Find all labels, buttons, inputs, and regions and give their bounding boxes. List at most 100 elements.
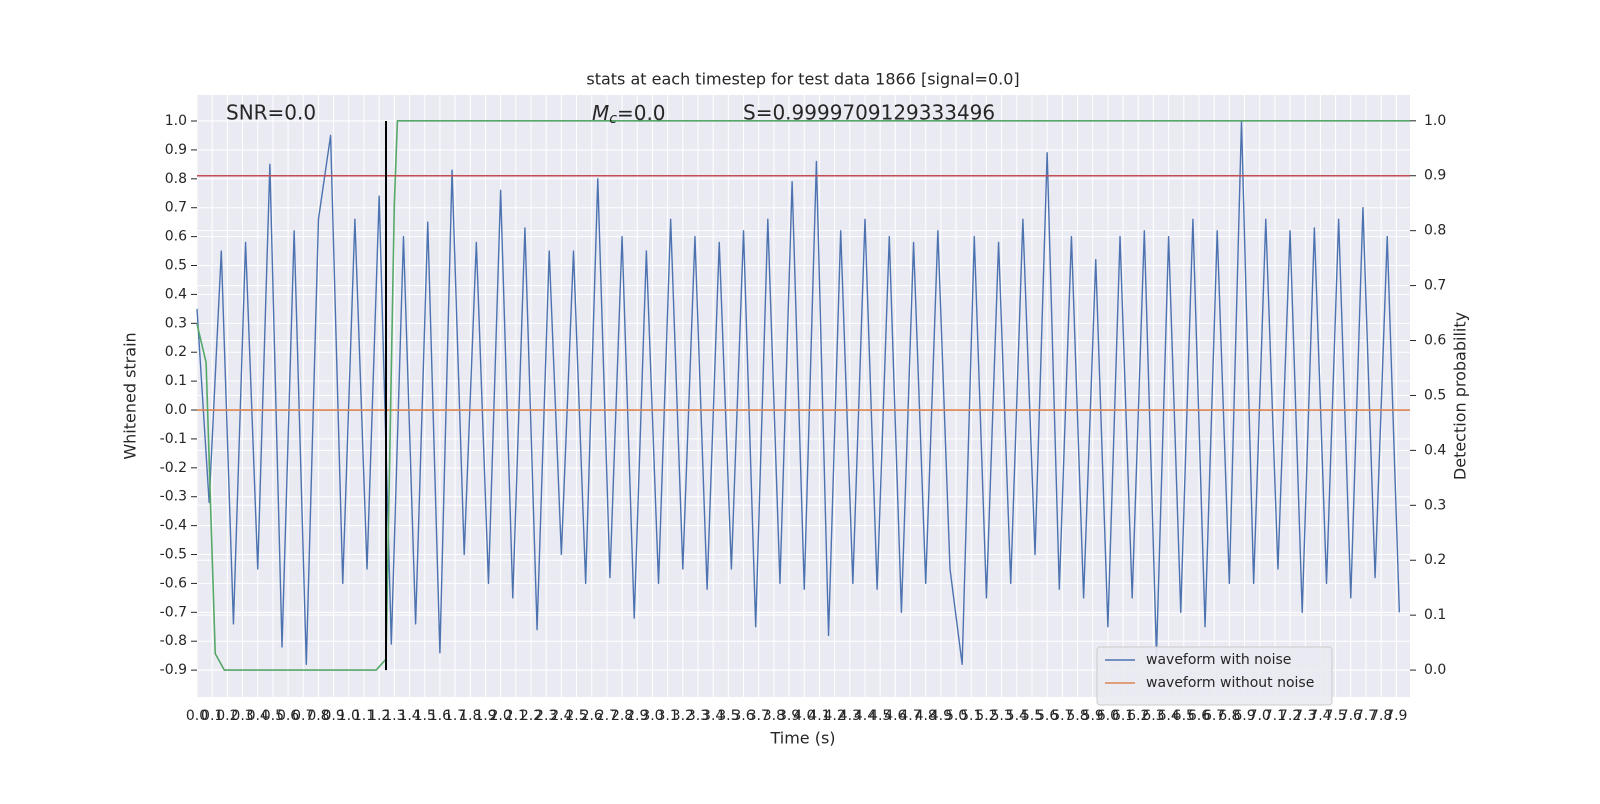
x-tick-label: 3.7 (748, 708, 770, 724)
x-tick-label: 2.0 (489, 708, 511, 724)
x-tick-label: 5.7 (1051, 708, 1073, 724)
x-tick-label: 3.4 (702, 708, 724, 724)
mc-text: =0.0 (617, 101, 666, 125)
legend-box (1096, 646, 1333, 706)
x-tick-label: 4.4 (854, 708, 876, 724)
x-tick-label: 6.9 (1233, 708, 1255, 724)
mc-symbol: M (592, 101, 609, 125)
x-tick-label: 5.0 (945, 708, 967, 724)
x-tick-label: 0.6 (277, 708, 299, 724)
y-tick-label: -0.7 (160, 604, 187, 620)
x-tick-label: 1.7 (444, 708, 466, 724)
x-tick-label: 5.5 (1021, 708, 1043, 724)
x-tick-label: 3.8 (763, 708, 785, 724)
x-tick-label: 1.0 (338, 708, 360, 724)
x-tick-label: 1.8 (459, 708, 481, 724)
x-tick-label: 4.3 (839, 708, 861, 724)
y-tick-label: 0.7 (165, 200, 187, 216)
x-tick-label: 6.4 (1157, 708, 1179, 724)
y-tick-label: -0.5 (160, 547, 187, 563)
y2-tick-label: 0.2 (1424, 552, 1446, 568)
x-tick-label: 2.7 (596, 708, 618, 724)
y-tick-label: 0.1 (165, 373, 187, 389)
x-tick-label: 6.6 (1188, 708, 1210, 724)
x-tick-label: 2.6 (581, 708, 603, 724)
y2-axis-label: Detection probability (1451, 312, 1470, 480)
y2-tick-label: 0.4 (1424, 442, 1446, 458)
x-tick-label: 3.6 (732, 708, 754, 724)
x-tick-label: 2.5 (565, 708, 587, 724)
y-tick-label: 0.9 (165, 142, 187, 158)
x-tick-label: 5.9 (1082, 708, 1104, 724)
x-tick-label: 3.1 (656, 708, 678, 724)
y2-tick-label: 0.6 (1424, 333, 1446, 349)
x-tick-label: 5.8 (1066, 708, 1088, 724)
x-tick-label: 4.1 (808, 708, 830, 724)
x-tick-label: 4.7 (899, 708, 921, 724)
x-tick-label: 1.1 (353, 708, 375, 724)
x-tick-label: 3.2 (672, 708, 694, 724)
x-tick-label: 6.0 (1097, 708, 1119, 724)
y-tick-label: 0.0 (165, 402, 187, 418)
y-tick-label: -0.4 (160, 518, 187, 534)
x-tick-label: 5.6 (1036, 708, 1058, 724)
x-tick-label: 0.0 (186, 708, 208, 724)
y2-tick-label: 0.0 (1424, 662, 1446, 678)
x-tick-label: 2.1 (505, 708, 527, 724)
x-tick-label: 6.1 (1112, 708, 1134, 724)
x-tick-label: 0.9 (323, 708, 345, 724)
x-tick-label: 4.5 (869, 708, 891, 724)
y-tick-label: 0.2 (165, 344, 187, 360)
x-tick-label: 4.8 (915, 708, 937, 724)
y-tick-label: -0.3 (160, 489, 187, 505)
x-tick-label: 6.8 (1218, 708, 1240, 724)
y-tick-label: 0.5 (165, 258, 187, 274)
x-tick-label: 1.3 (383, 708, 405, 724)
x-tick-label: 0.8 (307, 708, 329, 724)
x-tick-label: 1.6 (429, 708, 451, 724)
chart-title: stats at each timestep for test data 186… (586, 70, 1019, 89)
x-tick-label: 4.2 (823, 708, 845, 724)
y-tick-label: -0.8 (160, 633, 187, 649)
y2-tick-label: 1.0 (1424, 113, 1446, 129)
x-tick-label: 3.9 (778, 708, 800, 724)
series-line (196, 120, 1410, 671)
y-tick-label: 0.4 (165, 286, 187, 302)
x-tick-label: 3.5 (717, 708, 739, 724)
y-tick-label: 0.6 (165, 229, 187, 245)
x-tick-label: 2.3 (535, 708, 557, 724)
x-tick-label: 7.3 (1294, 708, 1316, 724)
x-tick-label: 2.2 (520, 708, 542, 724)
legend-label: waveform without noise (1146, 675, 1314, 691)
snr-annotation: SNR=0.0 (226, 101, 316, 125)
y2-tick-label: 0.7 (1424, 278, 1446, 294)
x-tick-label: 0.1 (201, 708, 223, 724)
legend-label: waveform with noise (1146, 652, 1291, 668)
y-tick-label: 0.3 (165, 315, 187, 331)
x-tick-label: 5.3 (990, 708, 1012, 724)
x-axis-label: Time (s) (769, 729, 835, 748)
grid (196, 95, 1410, 697)
series-line (196, 120, 1401, 666)
x-tick-label: 4.0 (793, 708, 815, 724)
x-tick-label: 1.9 (474, 708, 496, 724)
x-tick-label: 7.4 (1309, 708, 1331, 724)
x-tick-label: 6.7 (1203, 708, 1225, 724)
x-tick-label: 2.4 (550, 708, 572, 724)
x-tick-label: 1.2 (368, 708, 390, 724)
x-tick-label: 7.2 (1279, 708, 1301, 724)
x-tick-label: 7.1 (1264, 708, 1286, 724)
x-tick-label: 4.6 (884, 708, 906, 724)
x-tick-label: 3.0 (641, 708, 663, 724)
x-tick-label: 7.5 (1324, 708, 1346, 724)
y-tick-label: 0.8 (165, 171, 187, 187)
y-tick-label: -0.1 (160, 431, 187, 447)
x-tick-label: 6.5 (1173, 708, 1195, 724)
legend: waveform with noise waveform without nois… (1096, 646, 1333, 706)
labels: 0.00.10.20.30.40.50.60.70.80.91.01.11.21… (160, 113, 1447, 724)
x-tick-label: 2.8 (611, 708, 633, 724)
y-tick-label: -0.9 (160, 662, 187, 678)
x-tick-label: 4.9 (930, 708, 952, 724)
x-tick-label: 1.5 (414, 708, 436, 724)
y-tick-label: 1.0 (165, 113, 187, 129)
